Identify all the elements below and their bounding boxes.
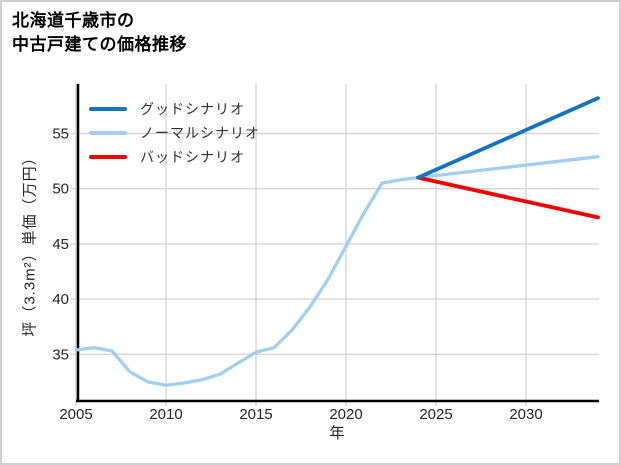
good-scenario-line-swatch bbox=[89, 107, 127, 111]
x-tick-label: 2025 bbox=[419, 406, 452, 423]
chart-title: 北海道千歳市の 中古戸建ての価格推移 bbox=[12, 9, 187, 57]
legend-label: グッドシナリオ bbox=[140, 101, 245, 117]
normal-scenario-line-swatch bbox=[89, 131, 127, 135]
y-tick-label: 55 bbox=[52, 126, 69, 143]
x-tick-label: 2020 bbox=[329, 406, 362, 423]
x-tick-label: 2005 bbox=[59, 406, 92, 423]
y-tick-label: 35 bbox=[52, 346, 69, 363]
legend-item-good-scenario: グッドシナリオ bbox=[89, 97, 260, 121]
chart-title-line2: 中古戸建ての価格推移 bbox=[12, 35, 187, 55]
y-tick-label: 50 bbox=[52, 181, 69, 198]
bad-scenario-line-swatch bbox=[89, 155, 127, 159]
legend-label: バッドシナリオ bbox=[140, 149, 245, 165]
x-tick-label: 2030 bbox=[509, 406, 542, 423]
normal-scenario-line bbox=[74, 155, 600, 387]
x-axis-label: 年 bbox=[329, 425, 345, 442]
chart-title-line1: 北海道千歳市の bbox=[12, 11, 135, 30]
legend-label: ノーマルシナリオ bbox=[140, 125, 260, 141]
legend-item-bad-scenario: バッドシナリオ bbox=[89, 145, 260, 169]
legend: グッドシナリオ ノーマルシナリオ バッドシナリオ bbox=[89, 97, 260, 169]
y-tick-label: 40 bbox=[52, 291, 69, 308]
x-tick-label: 2010 bbox=[149, 406, 182, 423]
good-scenario-line bbox=[416, 96, 600, 180]
y-axis-label: 坪（3.3m²）単価（万円） bbox=[21, 149, 39, 337]
legend-item-normal-scenario: ノーマルシナリオ bbox=[89, 121, 260, 145]
x-tick-label: 2015 bbox=[239, 406, 272, 423]
y-tick-label: 45 bbox=[52, 236, 69, 253]
bad-scenario-line bbox=[416, 175, 600, 220]
